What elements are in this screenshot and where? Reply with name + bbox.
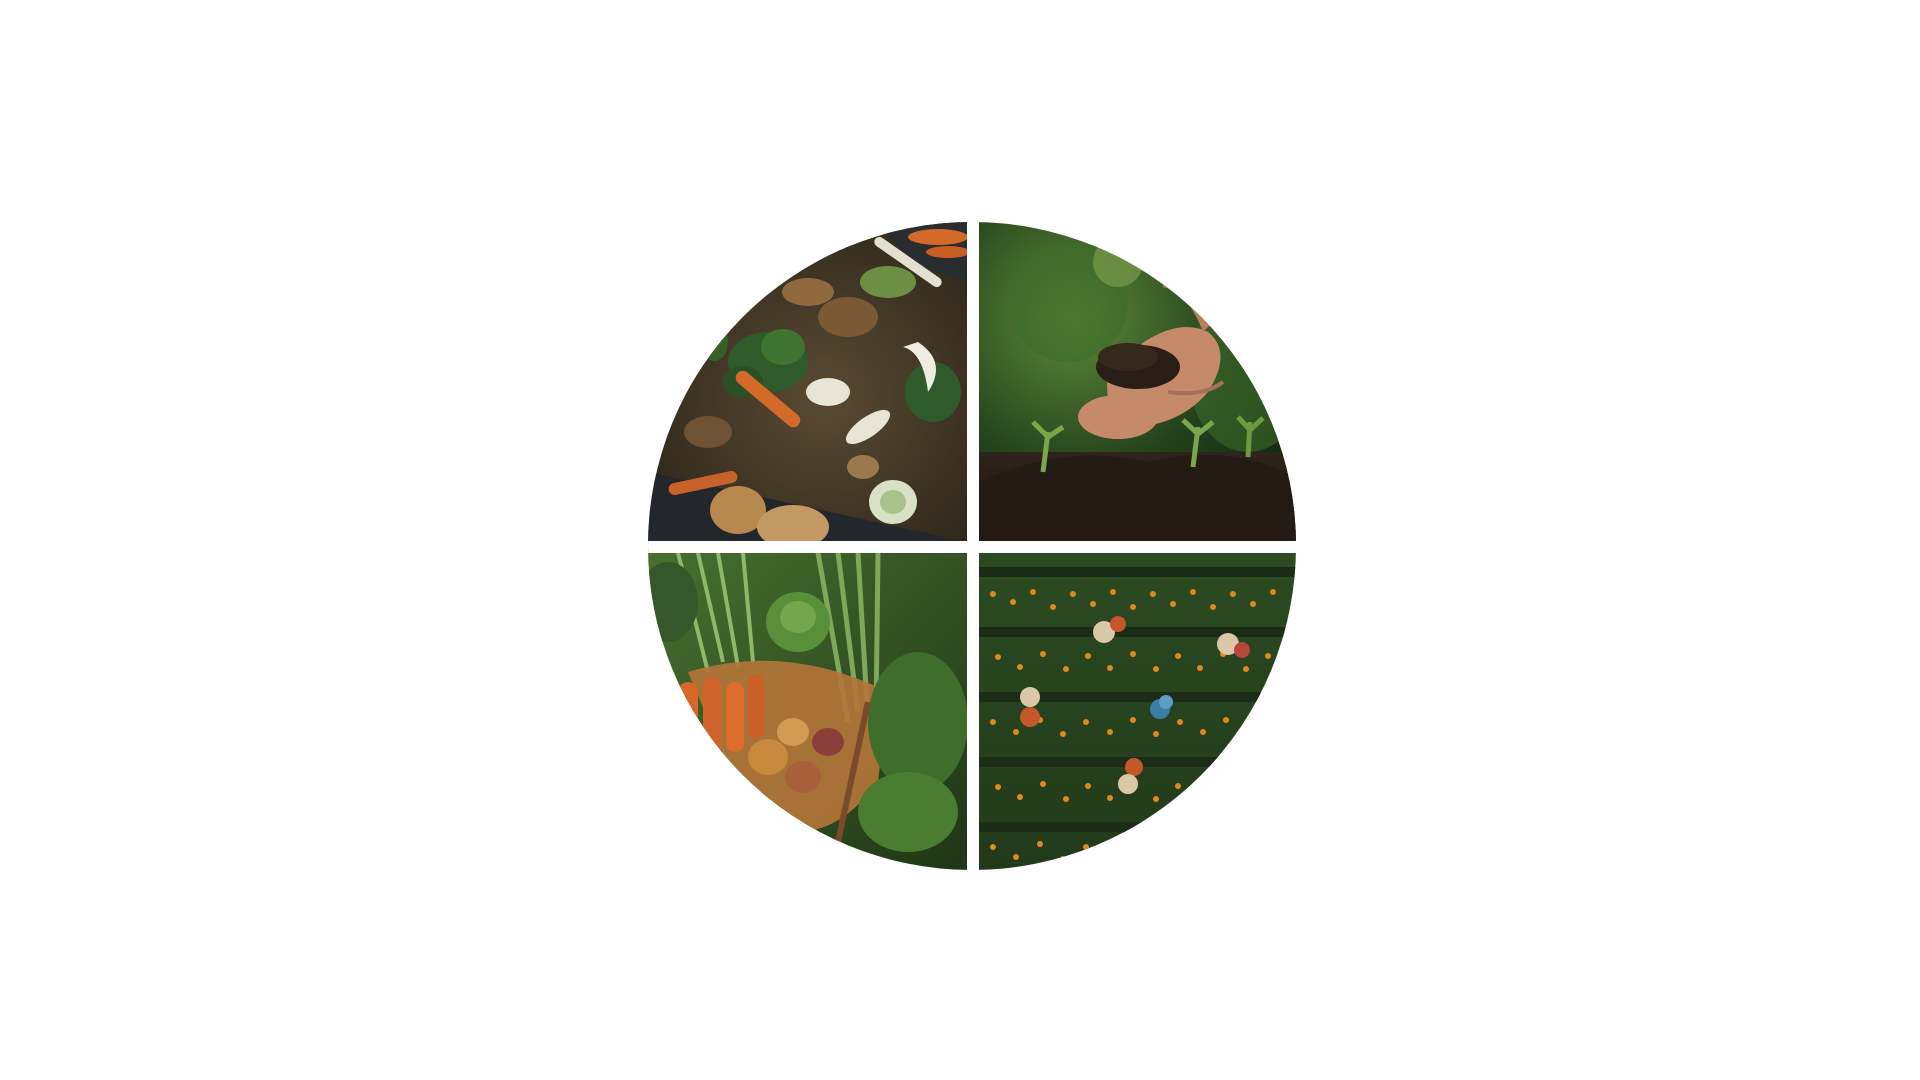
panel-harvest-basket [648, 552, 968, 870]
circular-photo-collage [648, 222, 1296, 870]
panel-compost-scraps [648, 222, 970, 552]
field-worker [1150, 695, 1173, 719]
panel-aerial-field [979, 553, 1296, 870]
collage-svg [648, 222, 1296, 870]
field-worker [1020, 687, 1040, 727]
panel-hands-soil [979, 222, 1296, 541]
field-worker [1118, 758, 1143, 794]
field-worker [1217, 633, 1250, 658]
horizontal-divider [648, 541, 1296, 553]
field-worker [1093, 616, 1126, 643]
